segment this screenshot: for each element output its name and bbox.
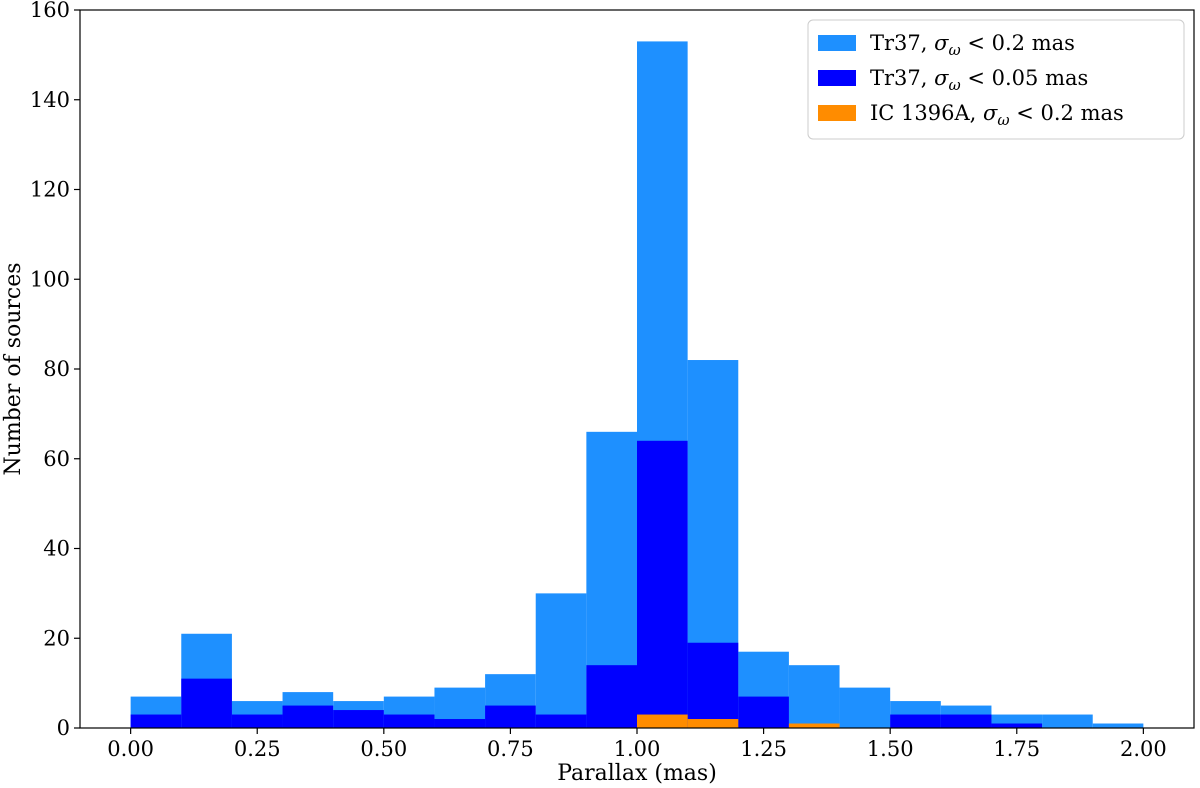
legend-label: Tr37, σω < 0.2 mas — [870, 31, 1075, 59]
y-axis-label: Number of sources — [1, 262, 26, 475]
x-axis-label: Parallax (mas) — [557, 761, 717, 786]
histogram-bar — [788, 723, 840, 728]
y-tick-label: 100 — [30, 267, 70, 291]
legend: Tr37, σω < 0.2 mas Tr37, σω < 0.05 mas IC … — [807, 19, 1185, 140]
y-tick-label: 120 — [30, 178, 70, 202]
histogram-bar — [637, 714, 688, 728]
histogram-bar — [687, 642, 739, 728]
legend-box — [807, 19, 1185, 140]
x-tick-label: 1.00 — [614, 737, 661, 761]
x-tick-label: 0.75 — [487, 737, 534, 761]
histogram-bar — [333, 710, 384, 728]
y-tick-label: 40 — [43, 537, 70, 561]
x-tick-label: 1.50 — [867, 737, 914, 761]
y-tick-label: 0 — [57, 716, 70, 740]
x-tick-label: 0.50 — [360, 737, 407, 761]
histogram-bar — [839, 687, 891, 728]
histogram-bar — [434, 719, 486, 728]
y-tick-label: 160 — [30, 0, 70, 22]
histogram-bar — [586, 665, 637, 728]
histogram-bar — [940, 714, 992, 728]
histogram-bar — [637, 440, 688, 728]
histogram-bar — [181, 678, 232, 728]
y-tick-label: 60 — [43, 447, 70, 471]
histogram-bar — [383, 714, 435, 728]
histogram-bar — [1092, 723, 1144, 728]
x-tick-label: 1.75 — [993, 737, 1040, 761]
histogram-bar — [687, 719, 739, 728]
x-tick-label: 0.00 — [107, 737, 154, 761]
histogram-bar — [738, 696, 789, 728]
y-tick-label: 140 — [30, 88, 70, 112]
histogram-bar — [890, 714, 941, 728]
y-tick-label: 20 — [43, 626, 70, 650]
legend-label: IC 1396A, σω < 0.2 mas — [870, 101, 1124, 129]
legend-swatch — [818, 35, 856, 51]
histogram-bar — [991, 723, 1043, 728]
histogram-bar — [485, 705, 536, 728]
x-tick-label: 1.25 — [740, 737, 787, 761]
y-tick-label: 80 — [43, 357, 70, 381]
legend-swatch — [818, 70, 856, 86]
x-tick-label: 0.25 — [234, 737, 281, 761]
series-3-bars — [637, 714, 840, 728]
histogram-bars — [130, 41, 1144, 729]
histogram-bar — [535, 593, 587, 728]
histogram-bar — [282, 705, 334, 728]
legend-swatch — [818, 105, 856, 121]
x-axis: 0.00 0.25 0.50 0.75 1.00 1.25 1.50 1.75 2.00 — [107, 728, 1167, 761]
x-tick-label: 2.00 — [1120, 737, 1167, 761]
series-2-bars — [130, 440, 1043, 728]
histogram-bar — [535, 714, 587, 728]
histogram-bar — [1042, 714, 1093, 728]
histogram-bar — [231, 714, 283, 728]
histogram-bar — [788, 665, 840, 728]
legend-label: Tr37, σω < 0.05 mas — [870, 66, 1088, 94]
histogram-bar — [130, 714, 182, 728]
y-axis: 0 20 40 60 80 100 120 140 160 — [30, 0, 80, 740]
